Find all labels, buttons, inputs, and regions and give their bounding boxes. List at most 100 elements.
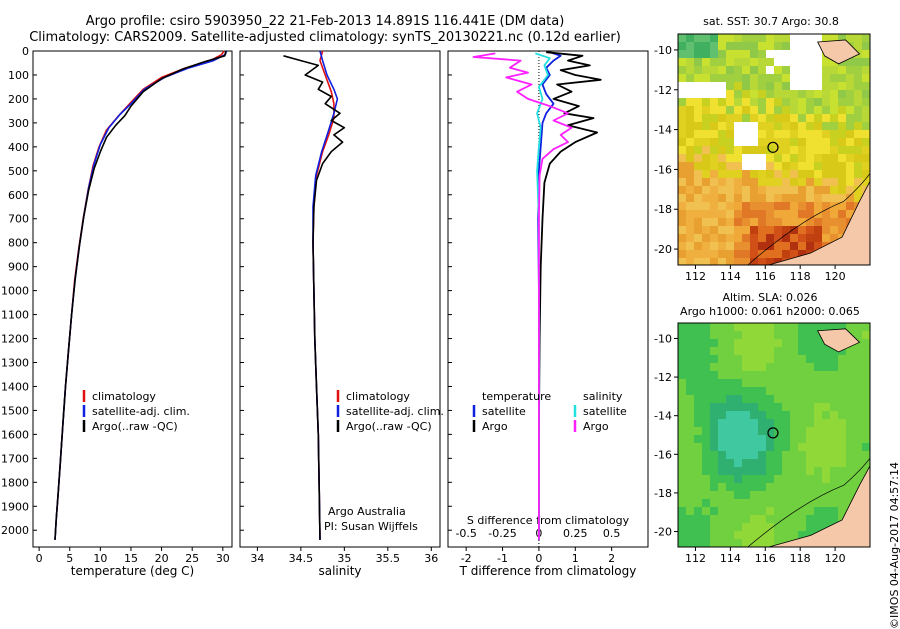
sla-map-cell <box>790 323 798 331</box>
sla-map-cell <box>822 371 830 379</box>
sst-map-cell <box>718 210 726 218</box>
y-tick-label: 1500 <box>1 404 29 417</box>
sla-map-cell <box>798 435 806 443</box>
sst-map-cell <box>862 154 870 162</box>
sst-map-cell <box>742 90 750 98</box>
sst-map-cell <box>678 162 686 170</box>
sla-map-cell <box>766 467 774 475</box>
sla-map-cell <box>710 491 718 499</box>
sla-map-cell <box>694 419 702 427</box>
sla-map-cell <box>742 459 750 467</box>
sst-map-cell <box>798 234 806 242</box>
sst-map-cell <box>854 178 862 186</box>
sst-map-cell <box>758 146 766 154</box>
x-tick-label: 5 <box>66 552 73 565</box>
sst-map-cell <box>830 170 838 178</box>
sst-map-cell <box>742 258 750 265</box>
sst-map-cell <box>686 218 694 226</box>
sst-map-cell <box>854 194 862 202</box>
sla-map-cell <box>726 339 734 347</box>
sla-map-cell <box>862 451 870 459</box>
sst-map-cell <box>846 146 854 154</box>
sla-map-cell <box>686 323 694 331</box>
x-tick-label: 0 <box>36 552 43 565</box>
sla-map-cell <box>854 331 862 339</box>
sst-map-cell <box>726 82 734 90</box>
sla-map-cell <box>806 355 814 363</box>
sla-map-cell <box>846 459 854 467</box>
sst-map-cell <box>702 130 710 138</box>
sla-map-cell <box>814 323 822 331</box>
sst-map-cell <box>702 154 710 162</box>
sst-map-cell <box>694 154 702 162</box>
sst-map-cell <box>798 90 806 98</box>
sst-map-cell <box>766 42 774 50</box>
s-tick-label: 0.25 <box>563 527 588 540</box>
sst-map-cell <box>758 82 766 90</box>
sla-map-cell <box>718 539 726 547</box>
sla-map-cell <box>790 467 798 475</box>
sst-map-cell <box>806 50 814 58</box>
x-tick-label: 15 <box>124 552 138 565</box>
sla-map-cell <box>702 443 710 451</box>
sst-map-cell <box>774 146 782 154</box>
sla-map-cell <box>718 531 726 539</box>
sst-map-cell <box>702 122 710 130</box>
sst-map-cell <box>862 178 870 186</box>
sst-map-frame <box>677 33 871 266</box>
sla-map-cell <box>830 387 838 395</box>
sst-map-cell <box>830 218 838 226</box>
sla-map-cell <box>686 451 694 459</box>
sst-map-cell <box>678 178 686 186</box>
sla-map-cell <box>678 427 686 435</box>
sla-map-cell <box>774 419 782 427</box>
sla-map-cell <box>710 427 718 435</box>
sst-map-cell <box>718 194 726 202</box>
sla-map-cell <box>862 443 870 451</box>
sst-map-cell <box>758 58 766 66</box>
sla-map-cell <box>806 515 814 523</box>
sla-map-cell <box>750 443 758 451</box>
sla-map-cell <box>694 323 702 331</box>
sst-map-cell <box>846 66 854 74</box>
sla-map-cell <box>686 419 694 427</box>
sla-map-cell <box>710 515 718 523</box>
sst-map-cell <box>806 82 814 90</box>
sst-map-cell <box>814 170 822 178</box>
sst-map-cell <box>814 194 822 202</box>
sla-map-cell <box>782 523 790 531</box>
sst-map-cell <box>774 210 782 218</box>
sst-map-cell <box>686 250 694 258</box>
sla-map-cell <box>846 371 854 379</box>
sla-map-cell <box>718 323 726 331</box>
sst-map-cell <box>774 138 782 146</box>
sla-map-cell <box>694 379 702 387</box>
sla-map-cell <box>822 491 830 499</box>
sla-map-cell <box>790 331 798 339</box>
sst-map-cell <box>782 122 790 130</box>
sst-map-cell <box>750 146 758 154</box>
s-tick-label: 0.5 <box>603 527 621 540</box>
sst-map-cell <box>798 50 806 58</box>
sla-map-cell <box>750 539 758 547</box>
sla-map-cell <box>686 539 694 547</box>
sst-map-cell <box>814 42 822 50</box>
sla-map-cell <box>766 435 774 443</box>
sla-map-cell <box>774 483 782 491</box>
sla-map-cell <box>774 531 782 539</box>
sla-map-cell <box>686 355 694 363</box>
sla-map-cell <box>750 467 758 475</box>
sst-map-cell <box>750 82 758 90</box>
sst-map-cell <box>718 258 726 265</box>
sst-map-cell <box>854 138 862 146</box>
sla-map-cell <box>830 475 838 483</box>
sla-map-cell <box>742 395 750 403</box>
sst-map-cell <box>822 210 830 218</box>
sst-map-cell <box>782 130 790 138</box>
y-tick-label: 1200 <box>1 333 29 346</box>
sla-map-cell <box>678 491 686 499</box>
sla-map-cell <box>742 507 750 515</box>
sla-map-cell <box>862 387 870 395</box>
sla-map-cell <box>854 483 862 491</box>
sla-map-cell <box>758 475 766 483</box>
